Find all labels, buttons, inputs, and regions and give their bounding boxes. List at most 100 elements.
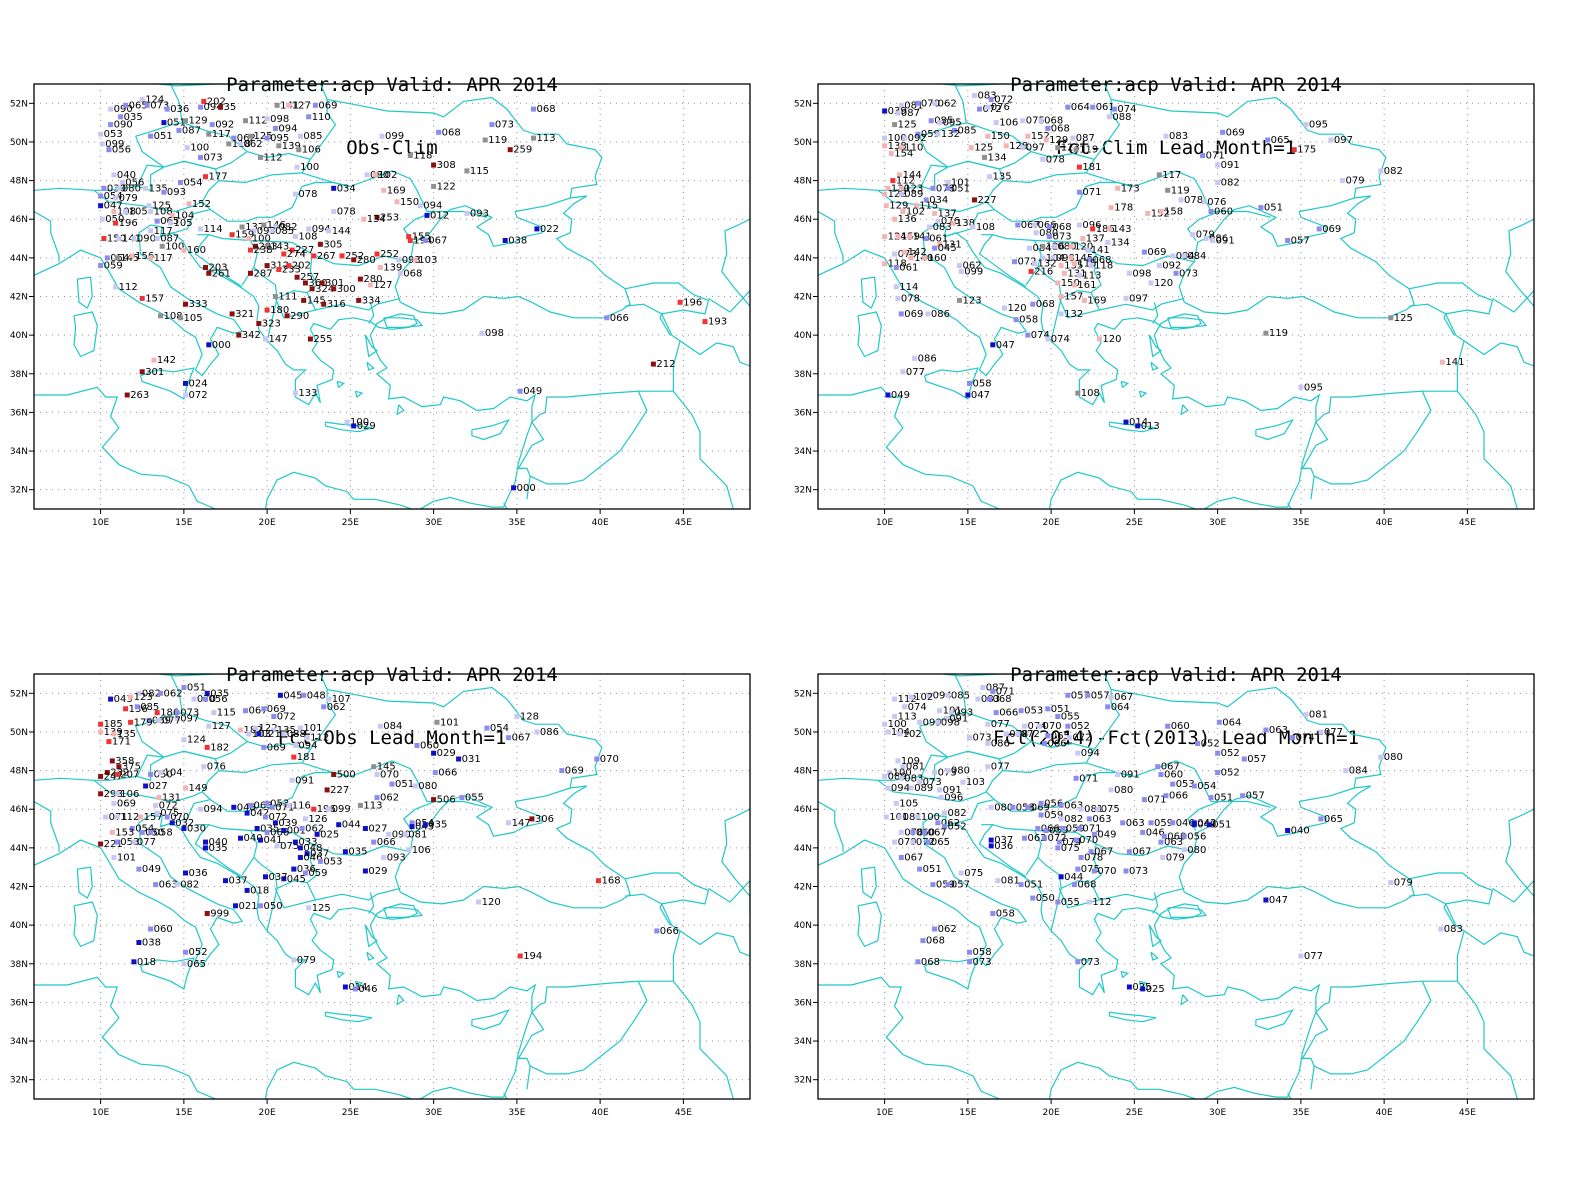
station-marker: [297, 725, 303, 731]
coastline: [1408, 872, 1494, 905]
coastline: [818, 976, 1000, 1099]
station-value-label: 099: [385, 131, 404, 142]
station-value-label: 160: [928, 253, 947, 264]
station-marker: [1158, 209, 1164, 214]
station-marker: [1215, 770, 1221, 775]
station-marker: [99, 141, 105, 147]
station-value-label: 068: [403, 268, 422, 279]
longitude-tick-label: 40E: [1376, 1108, 1393, 1118]
station-value-label: 35: [224, 102, 237, 113]
station-value-label: 076: [991, 102, 1010, 113]
station-marker: [292, 390, 298, 396]
station-marker: [161, 120, 167, 126]
station-marker: [111, 855, 117, 860]
station-value-label: 021: [239, 901, 258, 912]
coastline: [135, 135, 165, 168]
coastline: [679, 340, 750, 367]
station-marker: [1263, 897, 1269, 903]
station-value-label: 075: [1101, 804, 1120, 815]
station-marker: [209, 122, 215, 128]
station-value-label: 059: [921, 129, 940, 140]
station-marker: [1216, 719, 1222, 725]
station-marker: [238, 727, 243, 733]
station-marker: [1190, 232, 1196, 238]
station-marker: [677, 299, 683, 305]
station-marker: [377, 265, 383, 270]
station-value-label: 102: [903, 729, 922, 740]
station-marker: [109, 758, 115, 764]
station-value-label: 051: [1024, 880, 1043, 891]
station-marker: [148, 255, 154, 261]
station-value-label: 075: [1081, 864, 1100, 875]
station-value-label: 074: [1296, 733, 1315, 744]
station-value-label: 093: [470, 208, 489, 219]
station-marker: [116, 236, 122, 241]
station-value-label: 252: [380, 249, 399, 260]
coastline: [1120, 970, 1129, 979]
station-value-label: 063: [1092, 814, 1111, 825]
station-marker: [882, 135, 888, 141]
coastline: [336, 380, 345, 389]
station-marker: [111, 172, 117, 178]
station-marker: [1012, 259, 1017, 265]
coastline: [1456, 980, 1518, 1099]
coastline: [208, 824, 258, 876]
station-value-label: 094: [933, 690, 952, 701]
station-value-label: 097: [1129, 293, 1148, 304]
station-value-label: 054: [184, 178, 203, 189]
station-value-label: 053: [1176, 779, 1195, 790]
coastline: [1120, 380, 1129, 389]
coastline: [857, 901, 882, 948]
station-marker: [987, 696, 992, 702]
station-value-label: 202: [292, 261, 311, 272]
station-marker: [1042, 741, 1047, 746]
station-value-label: 999: [210, 909, 229, 920]
station-marker: [970, 224, 976, 230]
station-value-label: 092: [908, 133, 927, 144]
station-marker: [362, 826, 368, 831]
station-value-label: 035: [260, 824, 279, 835]
station-marker: [1165, 723, 1171, 729]
station-marker: [264, 307, 270, 313]
coastline: [1050, 888, 1062, 932]
station-marker: [1303, 122, 1309, 128]
station-value-label: 069: [1226, 127, 1245, 138]
station-marker: [139, 829, 145, 835]
longitude-tick-label: 35E: [508, 1108, 525, 1118]
station-marker: [1010, 804, 1016, 810]
station-value-label: 069: [904, 309, 923, 320]
coastline: [34, 976, 216, 1099]
station-marker: [1043, 137, 1049, 143]
station-value-label: 066: [610, 313, 629, 324]
coastline: [721, 808, 750, 916]
station-value-label: 196: [119, 218, 138, 229]
station-marker: [1215, 162, 1221, 168]
coastline: [383, 317, 424, 328]
station-marker: [339, 253, 345, 259]
station-value-label: 147: [512, 818, 531, 829]
station-marker: [206, 342, 212, 348]
station-marker: [158, 690, 163, 696]
station-marker: [292, 234, 298, 240]
latitude-tick-label: 48N: [10, 177, 28, 187]
station-marker: [1045, 706, 1051, 712]
station-value-label: 095: [270, 133, 289, 144]
station-marker: [913, 203, 919, 209]
station-value-label: 152: [1031, 131, 1050, 142]
station-marker: [915, 959, 921, 965]
station-value-label: 138: [956, 218, 975, 229]
station-marker: [1170, 253, 1176, 259]
station-marker: [912, 355, 918, 361]
coastline: [857, 311, 882, 358]
station-marker: [1018, 882, 1024, 888]
station-value-label: 133: [298, 388, 317, 399]
station-marker: [201, 764, 207, 770]
stations: 0870710940850570570670641121020830680741…: [882, 683, 1463, 995]
station-marker: [1078, 806, 1084, 812]
station-value-label: 040: [117, 170, 136, 181]
coastline: [529, 390, 648, 485]
station-value-label: 135: [149, 183, 168, 194]
station-marker: [980, 685, 986, 690]
station-marker: [1047, 234, 1052, 240]
station-value-label: 074: [1062, 837, 1081, 848]
